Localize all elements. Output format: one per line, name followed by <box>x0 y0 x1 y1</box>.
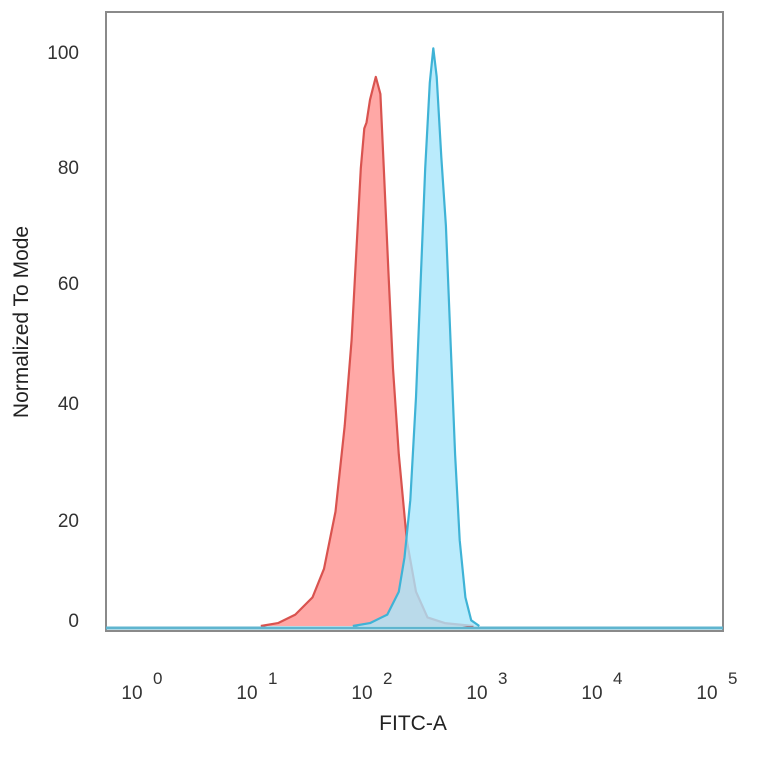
y-tick-label: 40 <box>58 394 79 415</box>
y-tick-label: 20 <box>58 511 79 532</box>
x-tick-label: 10 <box>236 683 257 704</box>
y-axis-title: Normalized To Mode <box>10 226 33 418</box>
x-tick-exponent: 3 <box>498 669 507 688</box>
x-tick-label: 10 <box>696 683 717 704</box>
histogram-series <box>260 47 480 628</box>
x-tick-exponent: 0 <box>153 669 162 688</box>
y-axis-ticks: 0 20 40 60 80 100 <box>47 43 79 632</box>
x-tick-label: 10 <box>351 683 372 704</box>
series-fill-0 <box>260 76 474 626</box>
y-tick-label: 0 <box>68 611 79 632</box>
x-tick-exponent: 1 <box>268 669 277 688</box>
x-tick-label: 10 <box>121 683 142 704</box>
y-tick-label: 80 <box>58 158 79 179</box>
x-axis-ticks: 10 0 10 1 10 2 10 3 10 4 10 5 <box>121 669 737 704</box>
series-line-1 <box>352 47 480 628</box>
x-tick-exponent: 5 <box>728 669 737 688</box>
x-axis-title: FITC-A <box>379 712 447 735</box>
y-tick-label: 60 <box>58 274 79 295</box>
x-tick-label: 10 <box>581 683 602 704</box>
x-tick-exponent: 4 <box>613 669 622 688</box>
x-tick-exponent: 2 <box>383 669 392 688</box>
y-tick-label: 100 <box>47 43 79 64</box>
series-fill-1 <box>352 48 480 627</box>
x-tick-label: 10 <box>466 683 487 704</box>
